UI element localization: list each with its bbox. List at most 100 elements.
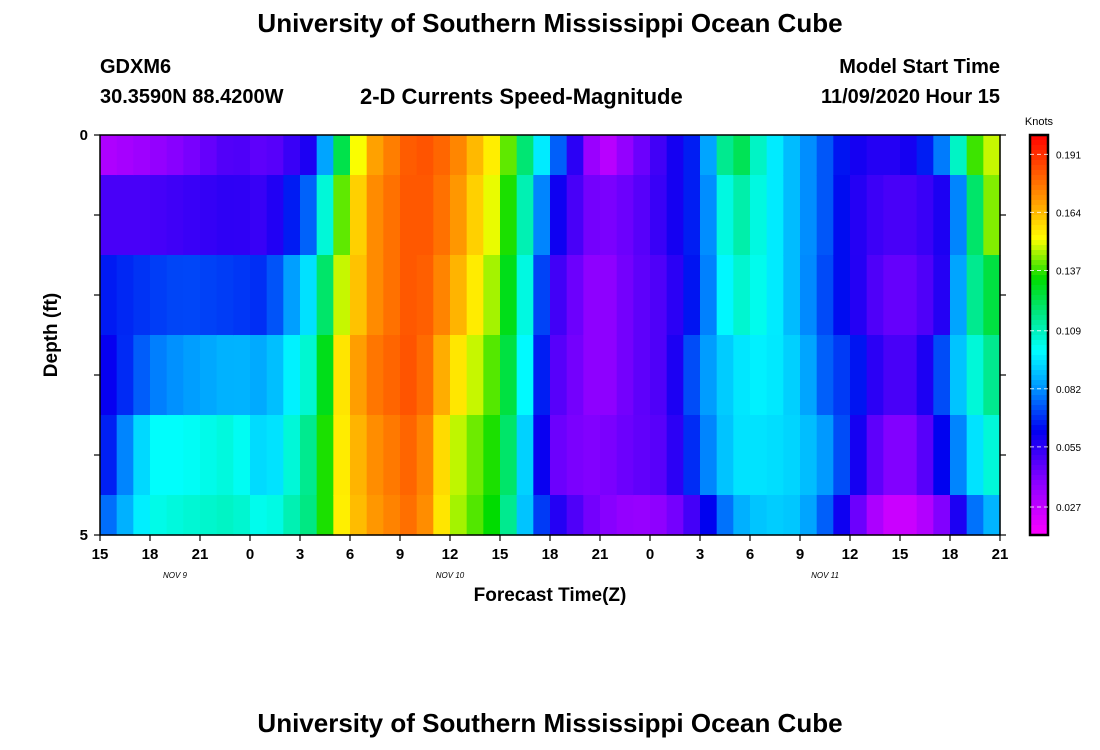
heatmap-cell [633, 135, 651, 176]
heatmap-cell [750, 135, 768, 176]
heatmap-cell [416, 255, 434, 336]
heatmap-cell [783, 415, 801, 496]
heatmap-cell [433, 335, 451, 416]
heatmap-cell [533, 255, 551, 336]
heatmap-cell [466, 175, 484, 256]
heatmap-cell [650, 415, 668, 496]
heatmap-cell [950, 175, 968, 256]
heatmap-cell [250, 415, 268, 496]
colorbar-segment [1030, 280, 1048, 286]
heatmap-cell [916, 495, 934, 536]
heatmap-cell [933, 255, 951, 336]
heatmap-cell [816, 335, 834, 416]
x-tick-label: 12 [842, 546, 859, 563]
colorbar-segment [1030, 480, 1048, 486]
heatmap-cell [166, 415, 184, 496]
heatmap-cell [566, 175, 584, 256]
heatmap-cell [666, 415, 684, 496]
heatmap-cell [600, 255, 618, 336]
heatmap-cell [600, 175, 618, 256]
heatmap-cell [600, 135, 618, 176]
colorbar-segment [1030, 410, 1048, 416]
colorbar-segment [1030, 370, 1048, 376]
heatmap-cell [366, 335, 384, 416]
heatmap-cell [316, 335, 334, 416]
x-date-label: NOV 9 [163, 571, 188, 580]
heatmap-cell [766, 135, 784, 176]
heatmap-cell [183, 255, 201, 336]
heatmap-cell [316, 495, 334, 536]
heatmap-cell [650, 335, 668, 416]
heatmap-cell [266, 255, 284, 336]
x-tick-label: 18 [542, 546, 559, 563]
heatmap-cell [816, 255, 834, 336]
heatmap-cell [316, 135, 334, 176]
heatmap-cell [733, 255, 751, 336]
heatmap-cell [666, 135, 684, 176]
x-tick-label: 15 [492, 546, 509, 563]
heatmap-cell [633, 255, 651, 336]
heatmap-cell [566, 495, 584, 536]
colorbar-segment [1030, 420, 1048, 426]
heatmap-cell [583, 255, 601, 336]
heatmap-cell [866, 175, 884, 256]
heatmap-cell [883, 415, 901, 496]
heatmap-cell [483, 255, 501, 336]
heatmap-cell [266, 135, 284, 176]
heatmap-cell [100, 495, 118, 536]
heatmap-cell [533, 175, 551, 256]
colorbar-segment [1030, 290, 1048, 296]
heatmap-cell [566, 255, 584, 336]
colorbar-segment [1030, 510, 1048, 516]
heatmap-cell [416, 415, 434, 496]
heatmap-cell [233, 135, 251, 176]
heatmap-cell [283, 335, 301, 416]
heatmap-cell [966, 495, 984, 536]
heatmap-cell [833, 255, 851, 336]
colorbar-segment [1030, 355, 1048, 361]
colorbar-segment [1030, 215, 1048, 221]
heatmap-cell [950, 495, 968, 536]
colorbar-tick-label: 0.164 [1056, 208, 1081, 219]
heatmap-cell [150, 415, 168, 496]
colorbar-segment [1030, 175, 1048, 181]
heatmap-cell [783, 335, 801, 416]
colorbar-segment [1030, 205, 1048, 211]
x-tick-label: 6 [746, 546, 754, 563]
heatmap-cell [100, 255, 118, 336]
heatmap-cell [116, 495, 134, 536]
heatmap-cell [366, 415, 384, 496]
colorbar-segment [1030, 180, 1048, 186]
colorbar-tick-label: 0.055 [1056, 443, 1081, 454]
heatmap-cell [850, 175, 868, 256]
heatmap-cell [716, 135, 734, 176]
heatmap-cell [583, 335, 601, 416]
colorbar-segment [1030, 385, 1048, 391]
heatmap-cell [683, 175, 701, 256]
colorbar-segment [1030, 435, 1048, 441]
heatmap-cell [633, 415, 651, 496]
heatmap-cell [900, 135, 918, 176]
heatmap-cell [833, 175, 851, 256]
colorbar-segment [1030, 195, 1048, 201]
heatmap-cell [150, 175, 168, 256]
colorbar-segment [1030, 470, 1048, 476]
x-tick-label: 21 [192, 546, 209, 563]
heatmap-cell [583, 495, 601, 536]
heatmap-cell [983, 415, 1001, 496]
heatmap-cell [483, 495, 501, 536]
colorbar-segment [1030, 415, 1048, 421]
colorbar-segment [1030, 265, 1048, 271]
heatmap-cell [900, 335, 918, 416]
heatmap-cell [850, 135, 868, 176]
heatmap-cell [983, 255, 1001, 336]
heatmap-cell [283, 135, 301, 176]
colorbar-segment [1030, 170, 1048, 176]
page-title: University of Southern Mississippi Ocean… [257, 8, 843, 38]
heatmap-cell [800, 175, 818, 256]
heatmap-cell [983, 495, 1001, 536]
colorbar: Knots 0.191 0.164 0.137 0.109 0.082 0.055 0.027 [1025, 116, 1081, 537]
colorbar-tick-label: 0.137 [1056, 266, 1081, 277]
heatmap-cell [600, 415, 618, 496]
heatmap-cell [133, 135, 151, 176]
